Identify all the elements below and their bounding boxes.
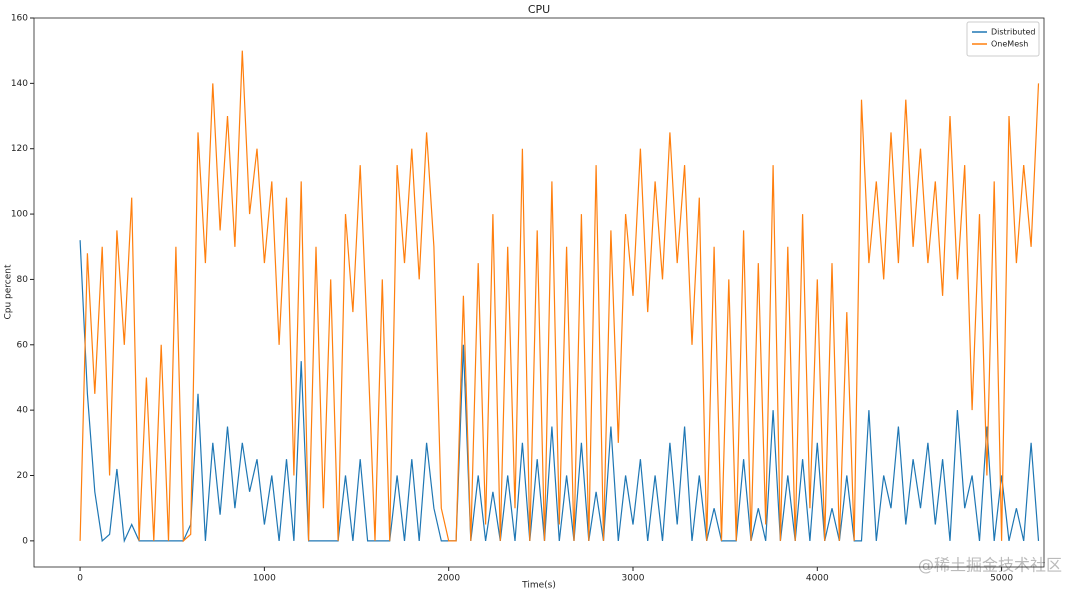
x-tick-label: 3000	[622, 574, 645, 584]
x-tick-label: 1000	[253, 574, 276, 584]
y-axis-label: Cpu percent	[4, 264, 14, 320]
y-tick-label: 20	[17, 471, 29, 481]
y-tick-label: 120	[11, 144, 28, 154]
chart-title: CPU	[528, 3, 550, 16]
legend-label: OneMesh	[991, 40, 1028, 49]
watermark: @稀土掘金技术社区	[918, 556, 1062, 575]
x-tick-label: 5000	[990, 574, 1013, 584]
y-tick-label: 100	[11, 210, 28, 220]
legend-box	[966, 21, 1040, 57]
x-tick-label: 0	[77, 574, 83, 584]
y-tick-label: 80	[17, 275, 29, 285]
x-axis-label: Time(s)	[521, 581, 556, 591]
series-line	[79, 50, 1040, 543]
y-tick-label: 160	[11, 14, 28, 24]
plot-frame	[33, 17, 1045, 568]
y-tick-label: 40	[17, 406, 29, 416]
legend-label: Distributed	[991, 28, 1035, 37]
series-line	[79, 240, 1040, 544]
x-tick-label: 2000	[437, 574, 460, 584]
y-tick-label: 60	[17, 340, 29, 350]
x-tick-label: 4000	[806, 574, 829, 584]
y-tick-label: 0	[22, 536, 28, 546]
y-tick-label: 140	[11, 79, 28, 89]
